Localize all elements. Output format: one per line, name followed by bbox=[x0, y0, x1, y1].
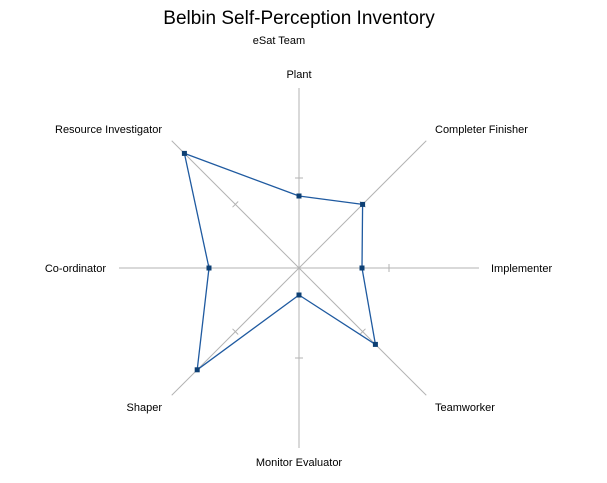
chart-subtitle: eSat Team bbox=[253, 35, 305, 47]
series-area bbox=[181, 150, 378, 373]
data-point bbox=[296, 292, 302, 298]
series-line bbox=[183, 152, 377, 371]
data-point bbox=[360, 201, 366, 207]
category-label: Co-ordinator bbox=[45, 263, 106, 275]
data-point bbox=[296, 193, 302, 199]
category-label: Plant bbox=[286, 69, 311, 81]
data-point bbox=[181, 150, 187, 156]
axis-tick-mark bbox=[232, 328, 239, 335]
category-labels: Plant Completer Finisher Implementer Teamwo… bbox=[45, 69, 553, 469]
category-label: Implementer bbox=[491, 263, 552, 275]
category-label: Teamworker bbox=[435, 402, 495, 414]
chart-title: Belbin Self-Perception Inventory bbox=[163, 8, 435, 29]
category-label: Resource Investigator bbox=[55, 124, 162, 136]
data-point bbox=[206, 265, 212, 271]
category-label: Completer Finisher bbox=[435, 124, 528, 136]
data-point bbox=[359, 265, 365, 271]
axis-tick-mark bbox=[359, 328, 366, 335]
axes bbox=[119, 88, 479, 448]
data-point bbox=[372, 341, 378, 347]
data-point bbox=[194, 367, 200, 373]
category-label: Shaper bbox=[127, 402, 163, 414]
category-label: Monitor Evaluator bbox=[256, 457, 343, 469]
axis-tick-mark bbox=[232, 201, 239, 208]
